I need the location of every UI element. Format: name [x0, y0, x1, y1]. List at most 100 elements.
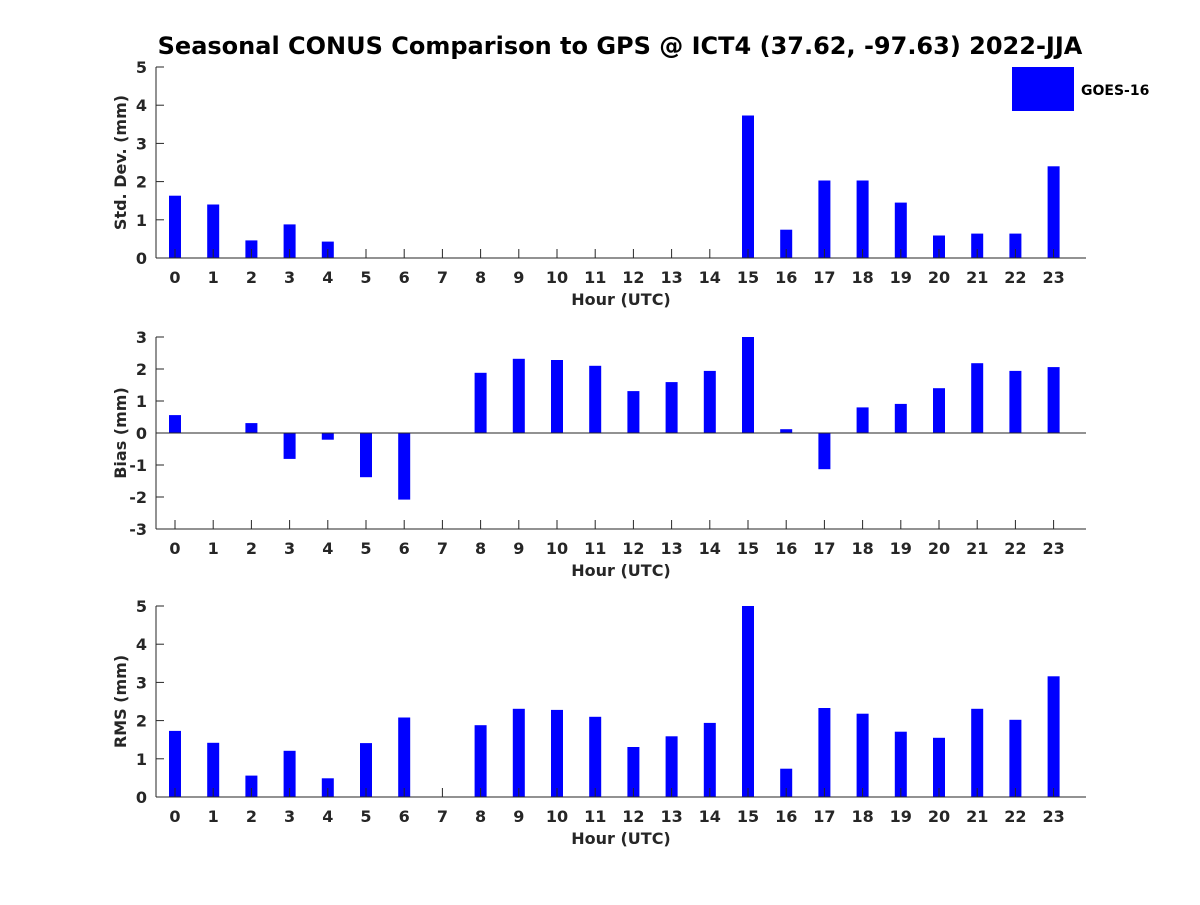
y-tick-label: 0 — [136, 249, 147, 268]
x-tick-label: 14 — [699, 539, 721, 558]
x-tick-label: 1 — [208, 807, 219, 826]
x-tick-label: 14 — [699, 807, 721, 826]
bar — [780, 768, 793, 797]
y-tick-label: 4 — [136, 635, 147, 654]
x-tick-label: 6 — [399, 539, 410, 558]
bar — [207, 204, 220, 258]
x-tick-label: 16 — [775, 539, 797, 558]
bar — [933, 388, 945, 433]
bar — [245, 775, 258, 797]
bar — [742, 115, 754, 258]
x-axis-label: Hour (UTC) — [571, 829, 671, 848]
x-axis-label: Hour (UTC) — [571, 561, 671, 580]
y-axis-label: RMS (mm) — [111, 655, 130, 748]
x-tick-label: 10 — [546, 807, 568, 826]
x-tick-label: 4 — [322, 268, 333, 287]
bar — [856, 407, 869, 433]
x-tick-label: 13 — [660, 539, 682, 558]
y-tick-label: 5 — [136, 597, 147, 616]
bar — [1009, 719, 1022, 797]
bar — [665, 736, 678, 797]
x-tick-label: 0 — [169, 268, 180, 287]
bar — [283, 224, 296, 258]
x-tick-label: 9 — [513, 807, 524, 826]
x-tick-label: 15 — [737, 268, 759, 287]
x-tick-label: 4 — [322, 807, 333, 826]
x-tick-label: 21 — [966, 807, 988, 826]
x-tick-label: 13 — [660, 268, 682, 287]
bar — [589, 716, 602, 797]
bar — [665, 382, 678, 433]
bar — [742, 606, 754, 797]
bar — [551, 709, 563, 797]
x-tick-label: 11 — [584, 539, 606, 558]
legend: GOES-16 — [1012, 67, 1149, 111]
bar — [474, 372, 487, 433]
x-tick-label: 14 — [699, 268, 721, 287]
x-tick-label: 5 — [360, 268, 371, 287]
y-tick-label: 5 — [136, 58, 147, 77]
bar — [1047, 367, 1060, 433]
x-tick-label: 22 — [1004, 268, 1026, 287]
bar — [283, 750, 296, 797]
x-tick-label: 20 — [928, 539, 950, 558]
bar — [818, 708, 831, 797]
x-tick-label: 15 — [737, 539, 759, 558]
bar — [818, 180, 831, 258]
x-tick-label: 18 — [851, 807, 873, 826]
x-tick-label: 2 — [246, 807, 257, 826]
bar — [856, 180, 869, 258]
x-tick-label: 1 — [208, 539, 219, 558]
bar — [207, 742, 220, 797]
x-tick-label: 7 — [437, 807, 448, 826]
bar — [169, 195, 181, 258]
y-tick-label: 1 — [136, 392, 147, 411]
bar — [703, 370, 716, 433]
x-tick-label: 10 — [546, 539, 568, 558]
bar — [627, 747, 640, 797]
bar — [1009, 370, 1022, 433]
bar — [551, 360, 563, 433]
x-tick-label: 5 — [360, 807, 371, 826]
x-tick-label: 10 — [546, 268, 568, 287]
x-tick-label: 15 — [737, 807, 759, 826]
legend-swatch — [1012, 67, 1074, 111]
x-tick-label: 16 — [775, 807, 797, 826]
x-tick-label: 19 — [890, 807, 912, 826]
y-tick-label: 3 — [136, 673, 147, 692]
bar — [933, 737, 945, 797]
bar — [703, 722, 716, 797]
bar — [894, 731, 907, 797]
y-tick-label: 3 — [136, 328, 147, 347]
bar — [627, 391, 640, 433]
legend-label: GOES-16 — [1081, 83, 1149, 99]
x-tick-label: 13 — [660, 807, 682, 826]
bar — [894, 403, 907, 433]
bar — [474, 725, 487, 797]
x-tick-label: 20 — [928, 268, 950, 287]
x-tick-label: 7 — [437, 539, 448, 558]
x-tick-label: 7 — [437, 268, 448, 287]
bar — [283, 433, 296, 459]
y-tick-label: -3 — [129, 520, 147, 539]
bar — [245, 423, 258, 433]
chart-title: Seasonal CONUS Comparison to GPS @ ICT4 … — [158, 32, 1083, 60]
bar — [512, 708, 525, 797]
x-tick-label: 18 — [851, 268, 873, 287]
y-tick-label: -2 — [129, 488, 147, 507]
x-tick-label: 2 — [246, 539, 257, 558]
bar — [512, 358, 525, 433]
x-tick-label: 12 — [622, 268, 644, 287]
bar — [589, 365, 602, 433]
y-axis-label: Bias (mm) — [111, 387, 130, 479]
bar — [398, 433, 411, 500]
bar — [818, 433, 831, 470]
x-tick-label: 23 — [1042, 807, 1064, 826]
x-tick-label: 19 — [890, 539, 912, 558]
bar — [971, 233, 984, 258]
x-tick-label: 21 — [966, 539, 988, 558]
